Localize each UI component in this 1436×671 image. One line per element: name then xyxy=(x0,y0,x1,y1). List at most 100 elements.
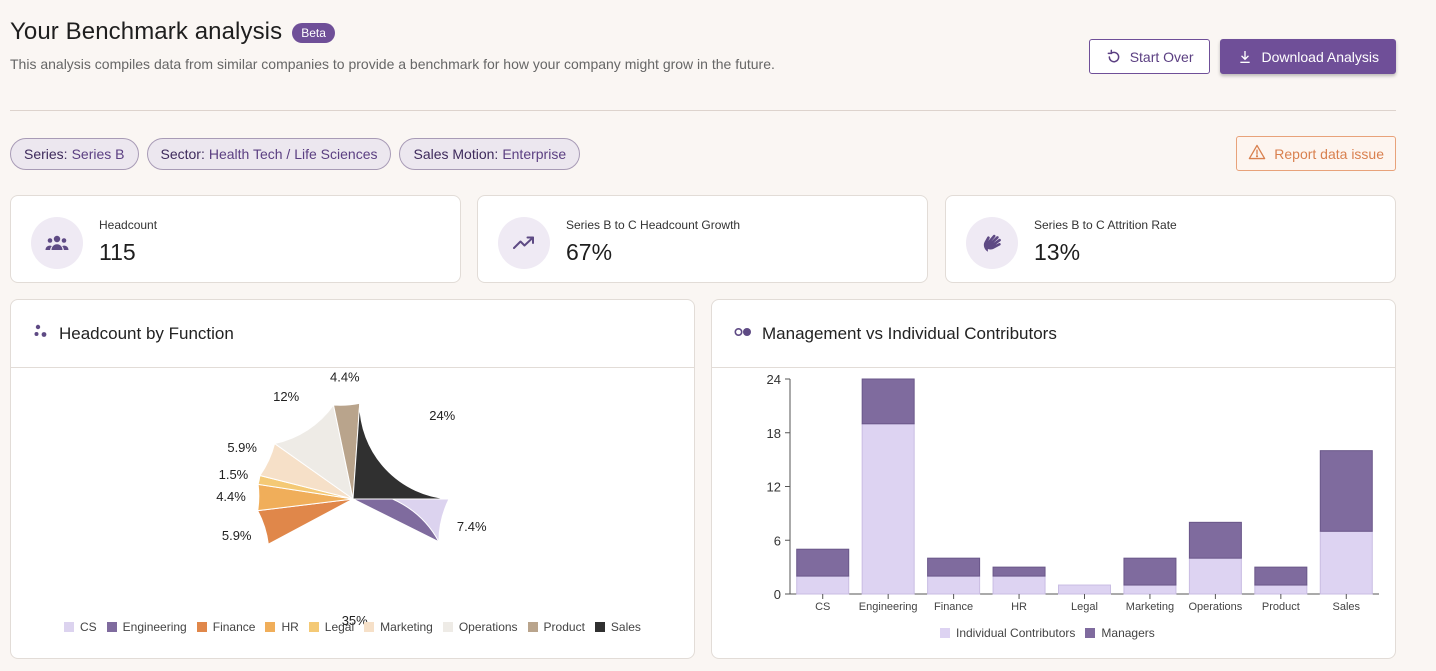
pie-slice-sales[interactable] xyxy=(352,403,450,500)
legend-item-sales[interactable]: Sales xyxy=(594,620,641,634)
x-tick-label: Legal xyxy=(1071,601,1098,613)
report-data-issue-button[interactable]: Report data issue xyxy=(1236,136,1396,171)
bar-sales-managers[interactable] xyxy=(1319,450,1373,532)
legend-swatch xyxy=(940,628,950,638)
y-tick-label: 24 xyxy=(767,372,781,387)
legend-label: Individual Contributors xyxy=(956,626,1076,640)
legend-label: Sales xyxy=(610,620,641,634)
start-over-button[interactable]: Start Over xyxy=(1088,39,1211,74)
refresh-icon xyxy=(1106,49,1122,65)
x-tick-label: Product xyxy=(1262,601,1300,613)
start-over-label: Start Over xyxy=(1129,48,1194,65)
chip-value: Enterprise xyxy=(502,146,567,162)
pie-data-label: 24% xyxy=(429,408,455,423)
kpi-value: 67% xyxy=(566,239,613,265)
header-actions: Start Over Download Analysis xyxy=(1088,39,1396,74)
legend-item-individual-contributors[interactable]: Individual Contributors xyxy=(940,626,1075,640)
filter-chip-sector[interactable]: Sector: Health Tech / Life Sciences xyxy=(146,138,392,170)
legend-item-legal[interactable]: Legal xyxy=(308,620,355,634)
legend-label: Marketing xyxy=(380,620,433,634)
y-tick-label: 12 xyxy=(767,480,781,495)
legend-swatch xyxy=(1085,628,1096,638)
legend-label: Product xyxy=(543,620,585,634)
bar-operations-managers[interactable] xyxy=(1188,521,1242,559)
legend-item-engineering[interactable]: Engineering xyxy=(106,620,187,634)
legend-item-finance[interactable]: Finance xyxy=(196,620,256,634)
bar-marketing-managers[interactable] xyxy=(1123,557,1177,586)
bar-product-managers[interactable] xyxy=(1254,566,1308,586)
legend-item-managers[interactable]: Managers xyxy=(1085,626,1155,640)
legend-item-operations[interactable]: Operations xyxy=(442,620,518,634)
bar-operations-ic[interactable] xyxy=(1188,557,1242,595)
bar-finance-ic[interactable] xyxy=(927,575,981,595)
pie-data-label: 35% xyxy=(342,613,368,628)
panel-header: Headcount by Function xyxy=(11,300,694,368)
bar-legal-ic[interactable] xyxy=(1058,584,1111,595)
y-tick-label: 18 xyxy=(767,426,781,441)
legend-label: Managers xyxy=(1101,626,1155,640)
bar-chart: 0 6 12 18 24 CS Engineering Finance HR Legal Marke… xyxy=(767,372,1379,613)
bar-engineering-ic[interactable] xyxy=(861,423,915,595)
legend-label: CS xyxy=(80,620,97,634)
filter-chip-series[interactable]: Series: Series B xyxy=(10,138,139,170)
kpi-value: 13% xyxy=(1034,239,1081,265)
legend-swatch xyxy=(594,622,605,632)
kpi-label: Series B to C Headcount Growth xyxy=(566,218,741,232)
bar-finance-managers[interactable] xyxy=(927,557,981,577)
bar-legend: Individual Contributors Managers xyxy=(940,626,1165,640)
bar-cs-managers[interactable] xyxy=(796,548,850,577)
download-analysis-button[interactable]: Download Analysis xyxy=(1220,39,1396,74)
pie-data-label: 5.9% xyxy=(222,528,252,543)
bar-hr-managers[interactable] xyxy=(992,566,1046,577)
x-tick-label: Marketing xyxy=(1126,601,1174,613)
chip-value: Health Tech / Life Sciences xyxy=(208,146,378,162)
bar-sales-ic[interactable] xyxy=(1319,530,1373,595)
x-tick-label: Operations xyxy=(1188,601,1242,613)
legend-swatch xyxy=(265,622,276,632)
warning-icon xyxy=(1248,144,1266,163)
x-tick-label: CS xyxy=(815,601,830,613)
legend-swatch xyxy=(308,622,319,632)
legend-label: Legal xyxy=(324,620,355,634)
chip-key: Series: xyxy=(24,146,68,162)
legend-swatch xyxy=(106,622,117,632)
legend-item-product[interactable]: Product xyxy=(527,620,585,634)
legend-item-cs[interactable]: CS xyxy=(64,620,97,634)
filter-chips: Series: Series B Sector: Health Tech / L… xyxy=(10,138,581,170)
pie-slice-operations[interactable] xyxy=(273,403,354,501)
toggle-dots-icon xyxy=(734,325,752,343)
bar-marketing-ic[interactable] xyxy=(1123,584,1177,595)
pie-legend: CS Engineering Finance HR Legal Marketing Oper… xyxy=(64,620,651,634)
x-tick-label: Engineering xyxy=(859,601,918,613)
legend-item-hr[interactable]: HR xyxy=(265,620,299,634)
kpi-value: 115 xyxy=(99,239,136,265)
panel-title: Management vs Individual Contributors xyxy=(762,323,1057,343)
pie-chart: 7.4% 35% 5.9% 4.4% 1.5% 5.9% 12% 4.4% 24% xyxy=(216,369,487,628)
bar-hr-ic[interactable] xyxy=(992,575,1046,595)
pie-data-label: 4.4% xyxy=(216,489,246,504)
kpi-card-attrition-rate: Series B to C Attrition Rate 13% xyxy=(945,195,1396,283)
legend-label: Operations xyxy=(458,620,518,634)
management-vs-ic-panel: Management vs Individual Contributors 0 6… xyxy=(711,299,1396,659)
headcount-by-function-panel: Headcount by Function 7.4% 35% 5.9% 4.4% 1.5… xyxy=(10,299,695,659)
legend-label: HR xyxy=(281,620,299,634)
y-tick-label: 0 xyxy=(774,587,781,602)
pie-data-label: 4.4% xyxy=(330,369,360,384)
legend-item-marketing[interactable]: Marketing xyxy=(364,620,433,634)
bar-product-ic[interactable] xyxy=(1254,584,1308,595)
x-tick-label: Finance xyxy=(934,601,973,613)
download-icon xyxy=(1237,49,1253,65)
filter-chip-sales-motion[interactable]: Sales Motion: Enterprise xyxy=(399,138,581,170)
bar-chart-area: 0 6 12 18 24 CS Engineering Finance HR Legal Marke… xyxy=(712,368,1395,658)
panel-header: Management vs Individual Contributors xyxy=(712,300,1395,368)
bar-cs-ic[interactable] xyxy=(796,575,850,595)
bar-engineering-managers[interactable] xyxy=(861,378,915,425)
chip-key: Sales Motion: xyxy=(413,146,499,162)
legend-swatch xyxy=(527,622,538,632)
pie-chart-area: 7.4% 35% 5.9% 4.4% 1.5% 5.9% 12% 4.4% 24% CS Engi… xyxy=(11,368,694,658)
legend-label: Finance xyxy=(212,620,256,634)
chip-key: Sector: xyxy=(160,146,205,162)
kpi-card-headcount: Headcount 115 xyxy=(10,195,461,283)
legend-swatch xyxy=(196,622,207,632)
legend-swatch xyxy=(364,622,375,632)
